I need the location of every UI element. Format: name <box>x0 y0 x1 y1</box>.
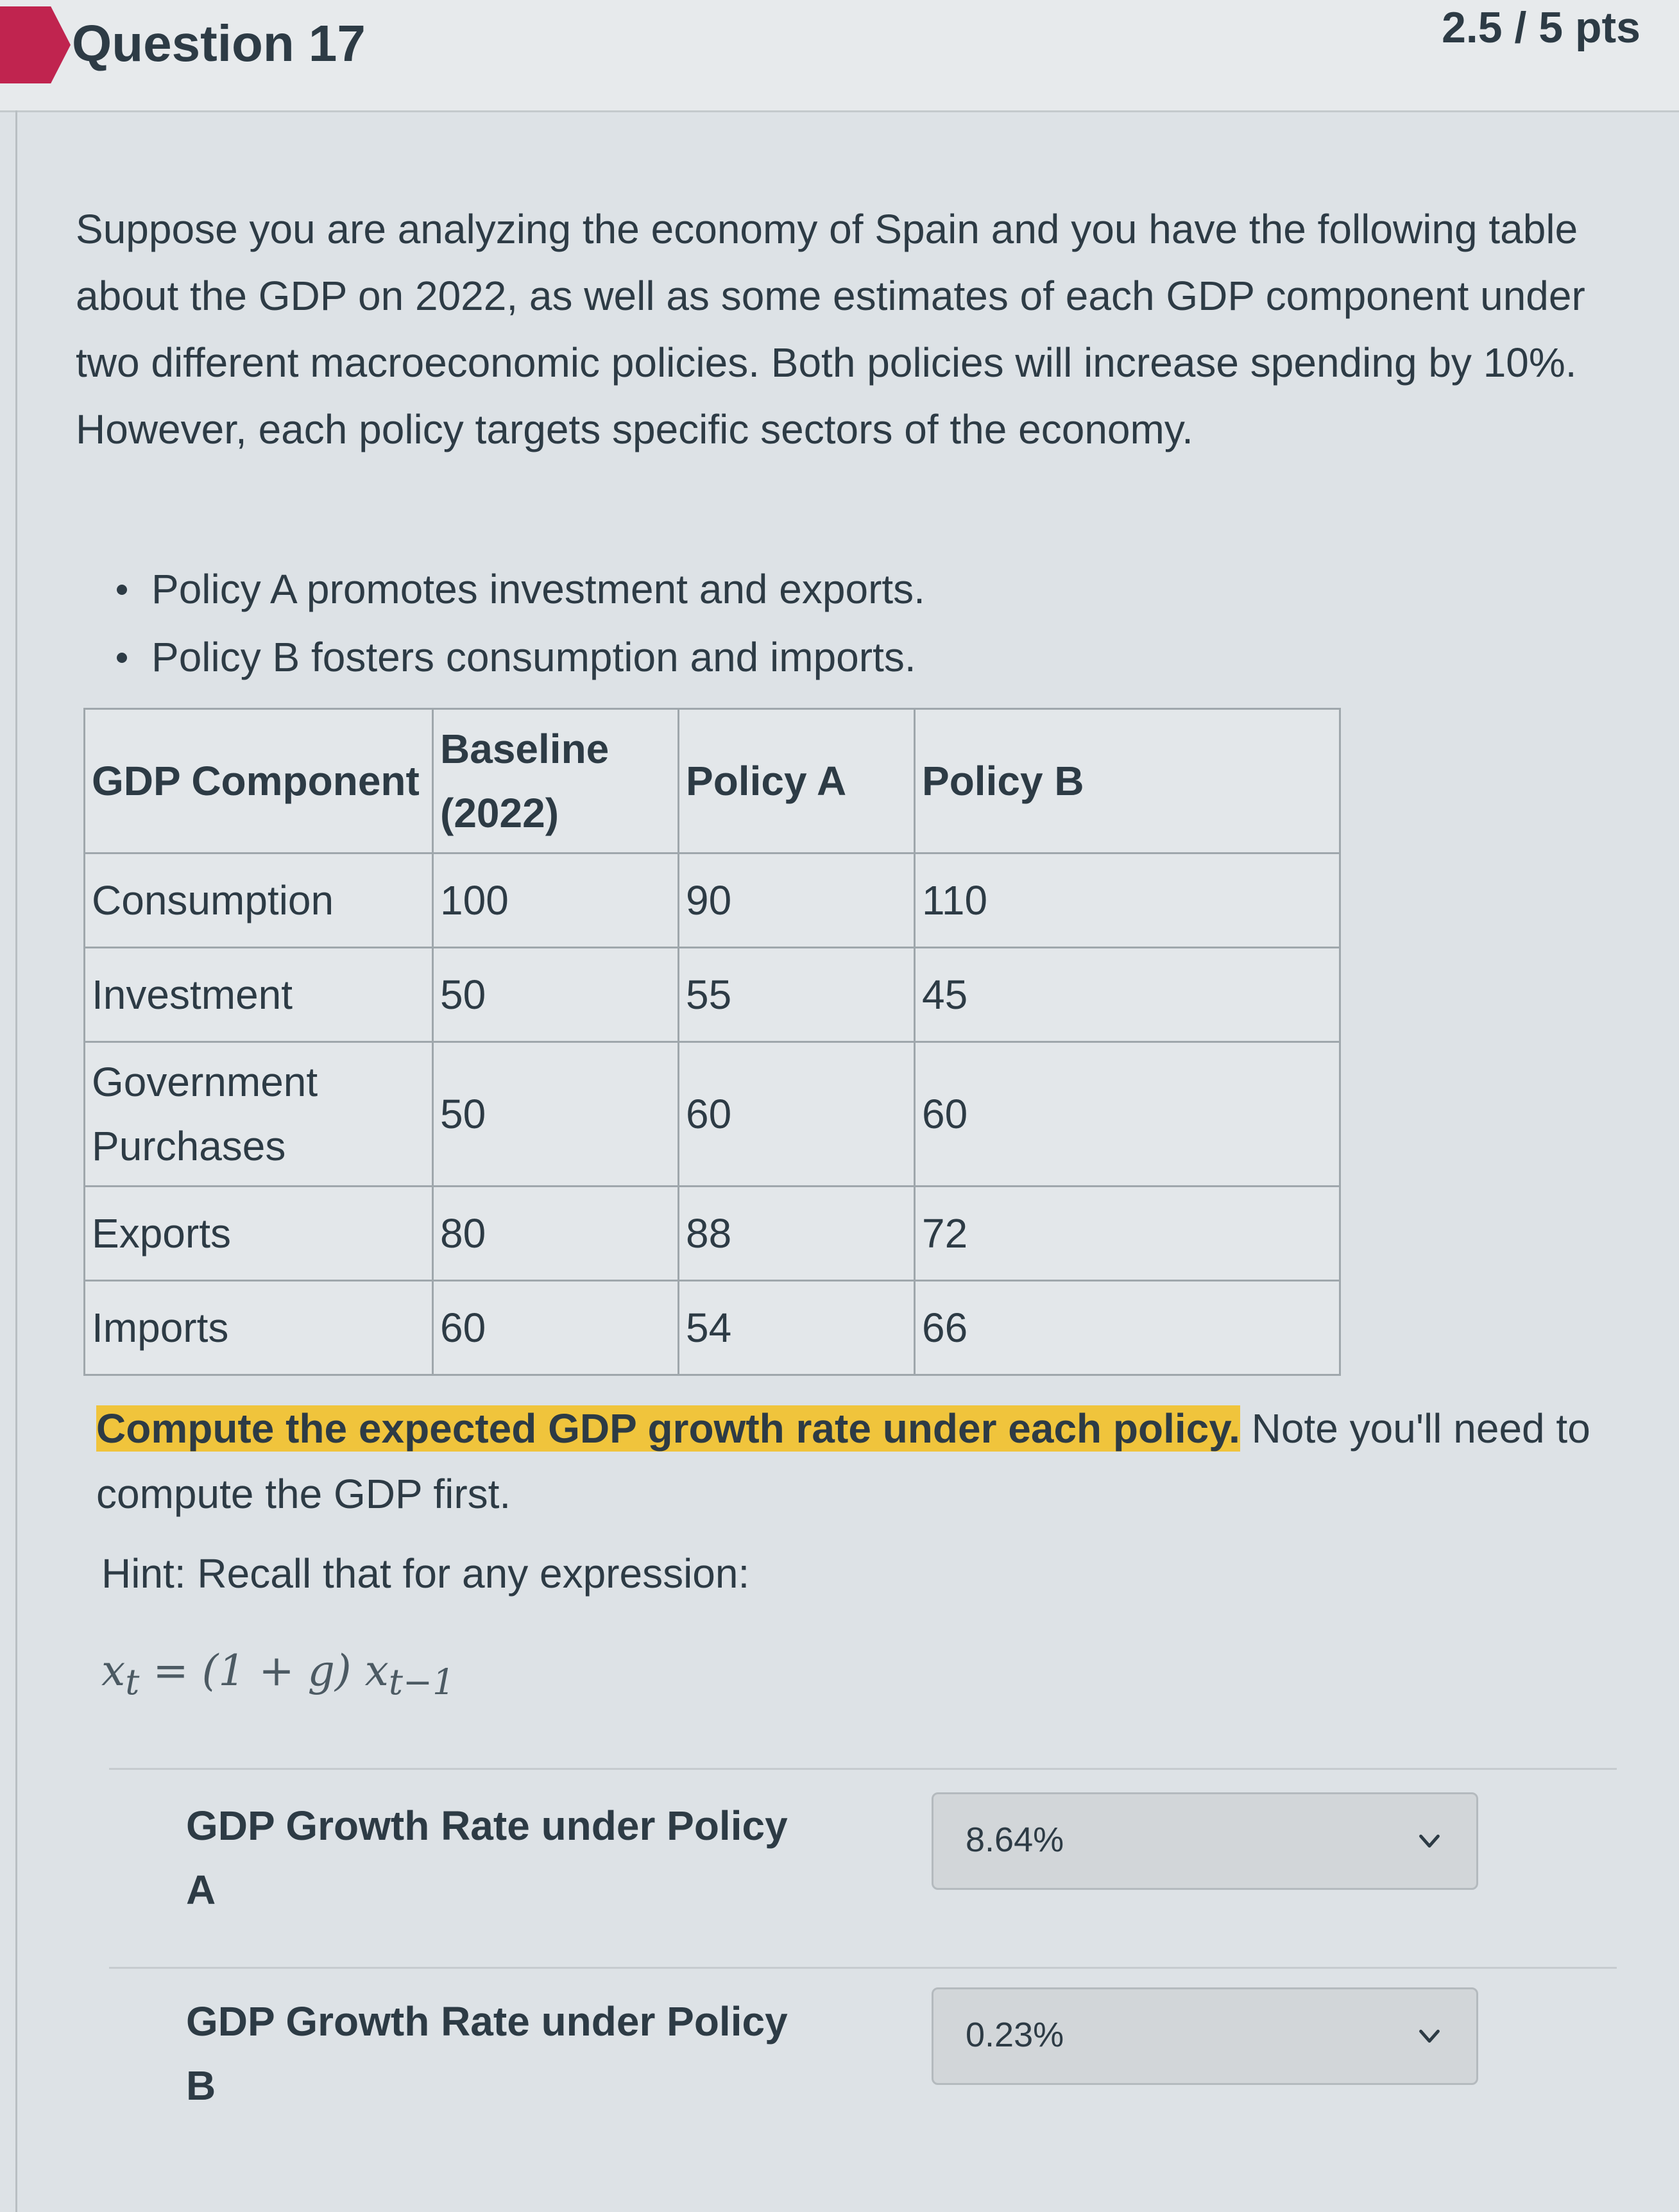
table-header-row: GDP Component Baseline (2022) Policy A P… <box>83 708 1341 854</box>
formula-eq: = (1 + <box>139 1646 308 1695</box>
table-cell: 100 <box>432 852 679 948</box>
table-row: Exports 80 88 72 <box>83 1185 1341 1282</box>
left-border <box>15 110 17 2212</box>
table-cell: 88 <box>678 1185 916 1282</box>
table-cell: 90 <box>678 852 916 948</box>
policy-b-answer-select[interactable]: 0.23% <box>932 1987 1478 2085</box>
formula-x2: x <box>364 1646 389 1695</box>
table-header-cell: Policy A <box>678 708 916 854</box>
list-item: Policy B fosters consumption and imports… <box>76 623 1551 691</box>
policy-list: Policy A promotes investment and exports… <box>76 555 1551 691</box>
table-row: Consumption 100 90 110 <box>83 852 1341 948</box>
selected-value: 8.64% <box>966 1821 1064 1859</box>
table-cell: 60 <box>432 1280 679 1376</box>
table-cell: 60 <box>914 1041 1341 1187</box>
table-cell: Government Purchases <box>83 1041 434 1187</box>
table-cell: 50 <box>432 947 679 1043</box>
table-cell: 50 <box>432 1041 679 1187</box>
table-cell: 55 <box>678 947 916 1043</box>
table-cell: Consumption <box>83 852 434 948</box>
growth-formula: xt = (1 + g) xt−1 <box>101 1646 455 1702</box>
task-highlight: Compute the expected GDP growth rate und… <box>96 1405 1240 1452</box>
table-cell: 80 <box>432 1185 679 1282</box>
task-instruction: Compute the expected GDP growth rate und… <box>96 1396 1623 1527</box>
formula-sub-t: t <box>125 1661 140 1703</box>
question-flag-icon[interactable] <box>0 6 71 83</box>
selected-value: 0.23% <box>966 2016 1064 2054</box>
table-cell: 45 <box>914 947 1341 1043</box>
table-header-cell: Baseline (2022) <box>432 708 679 854</box>
list-item: Policy A promotes investment and exports… <box>76 555 1551 623</box>
formula-sub-tm1: t−1 <box>388 1661 456 1703</box>
answer-label-policy-b: GDP Growth Rate under Policy B <box>186 1998 788 2109</box>
table-cell: Imports <box>83 1280 434 1376</box>
table-cell: Exports <box>83 1185 434 1282</box>
formula-close: ) <box>334 1646 365 1695</box>
answer-divider <box>109 1768 1617 1770</box>
table-cell: 66 <box>914 1280 1341 1376</box>
question-body: Suppose you are analyzing the economy of… <box>0 112 1679 2212</box>
gdp-table: GDP Component Baseline (2022) Policy A P… <box>83 708 1341 1376</box>
chevron-down-icon <box>1419 1834 1440 1848</box>
table-cell: 54 <box>678 1280 916 1376</box>
table-cell: 72 <box>914 1185 1341 1282</box>
table-row: Investment 50 55 45 <box>83 947 1341 1043</box>
table-header-cell: Policy B <box>914 708 1341 854</box>
question-intro: Suppose you are analyzing the economy of… <box>76 206 1585 452</box>
table-cell: 110 <box>914 852 1341 948</box>
question-header: Question 17 2.5 / 5 pts <box>0 0 1679 112</box>
answer-label-policy-a: GDP Growth Rate under Policy A <box>186 1803 788 1913</box>
question-points: 2.5 / 5 pts <box>1442 3 1641 52</box>
answer-divider <box>109 1967 1617 1969</box>
formula-g: g <box>307 1646 335 1695</box>
formula-x: x <box>101 1646 126 1695</box>
task-rest: Note you'll need to compute the GDP firs… <box>96 1405 1590 1517</box>
table-cell: Investment <box>83 947 434 1043</box>
table-row: Government Purchases 50 60 60 <box>83 1041 1341 1187</box>
policy-a-answer-select[interactable]: 8.64% <box>932 1792 1478 1890</box>
table-header-cell: GDP Component <box>83 708 434 854</box>
chevron-down-icon <box>1419 2029 1440 2043</box>
question-title: Question 17 <box>72 15 366 72</box>
table-cell: 60 <box>678 1041 916 1187</box>
table-row: Imports 60 54 66 <box>83 1280 1341 1376</box>
hint-text: Hint: Recall that for any expression: <box>101 1550 750 1597</box>
